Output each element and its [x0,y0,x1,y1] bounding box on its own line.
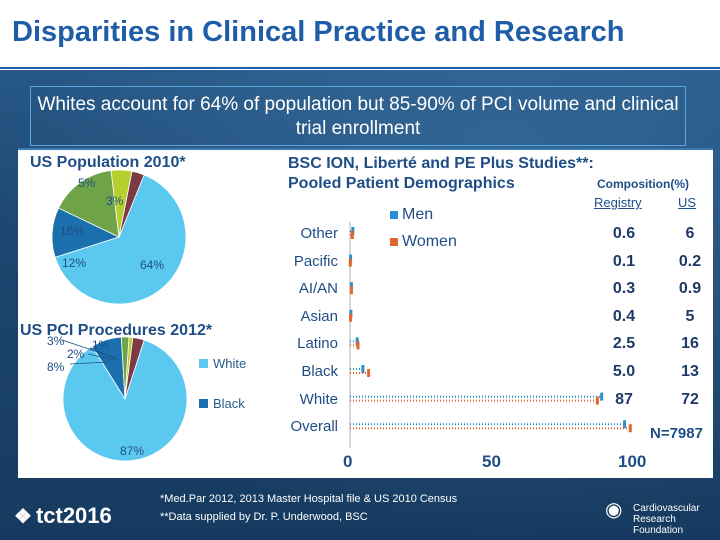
legend-women-swatch [390,237,398,246]
pie2-label-3: 3% [47,334,65,348]
pie2-label-1: 1% [92,338,110,352]
subtitle-box: Whites account for 64% of population but… [30,86,686,146]
pie2-label-87: 87% [120,444,145,458]
bar-end-women-4 [356,341,360,350]
composition-us-6: 72 [681,390,699,408]
legend-women: Women [390,233,457,251]
composition-registry-4: 2.5 [612,335,636,353]
page-title: Disparities in Clinical Practice and Res… [12,16,625,48]
title-bar [0,0,720,70]
bar-end-women-3 [349,313,353,322]
category-label-other: Other [300,225,338,242]
composition-registry-6: 87 [615,390,633,408]
legend-men-label: Men [402,206,434,223]
legend-black-swatch [199,399,208,408]
pie2-leader-lines [61,339,119,365]
pie2-slice-other-3 [124,337,145,400]
composition-us-0: 6 [685,225,695,242]
bar-end-women-1 [348,258,352,267]
composition-col-us: US [678,195,697,210]
tct-logo-icon: ❖ [14,506,32,528]
title-rule [0,67,720,69]
composition-registry-2: 0.3 [612,280,636,298]
pie-population [51,169,187,305]
category-label-asian: Asian [300,307,338,325]
tct-logo-text: tct2016 [35,503,112,528]
pie1-label-16: 16% [60,224,85,238]
composition-registry-3: 0.4 [612,307,636,325]
pie1-label-64: 64% [140,258,165,272]
bar-end-women-2 [349,286,353,295]
composition-col-registry: Registry [594,195,642,210]
legend-white-label: White [213,356,247,371]
category-label-white: White [299,390,338,408]
pie1-label-12: 12% [62,256,87,270]
pie1-slice-other [58,170,120,238]
pie2-slice-white [62,339,188,462]
pie1-slice-white [54,174,187,305]
bar-end-women-6 [595,396,599,405]
legend-men: Men [390,206,433,224]
category-label-overall: Overall [290,418,338,436]
x-tick-100: 100 [618,452,647,471]
bar-end-women-0 [350,231,354,239]
pie2-label-8: 8% [47,360,65,374]
bar-chart-title-line1: BSC ION, Liberté and PE Plus Studies**: [288,155,594,172]
category-label-aian: AI/AN [298,280,338,298]
composition-registry-0: 0.6 [612,225,636,242]
pie2-label-2: 2% [67,347,85,361]
legend-white: White [199,356,246,371]
pie-population-title: US Population 2010* [30,154,186,171]
composition-us-3: 5 [685,307,695,325]
composition-us-2: 0.9 [678,280,702,298]
bar-end-women-7 [628,424,632,433]
legend-men-swatch [390,210,398,219]
pie1-slice-other-3 [118,170,145,238]
bar-chart-title-line2: Pooled Patient Demographics [288,175,515,192]
tct-logo: ❖ tct2016 [14,503,112,529]
category-label-latino: Latino [297,335,338,353]
bar-end-women-5 [367,369,371,377]
legend-women-label: Women [402,233,457,250]
bar-end-men-5 [361,365,365,373]
category-label-pacific: Pacific [293,252,338,270]
x-tick-50: 50 [482,452,501,471]
legend-white-swatch [199,359,208,368]
pie1-label-3: 3% [106,194,124,208]
composition-us-1: 0.2 [678,252,702,270]
pie-pci-title: US PCI Procedures 2012* [20,322,213,339]
x-tick-0: 0 [343,452,353,471]
legend-black-label: Black [213,396,245,411]
bar-end-men-7 [623,420,627,429]
composition-heading: Composition(%) [597,177,689,191]
legend-black: Black [199,396,245,411]
crf-logo-icon: ◉ [605,499,623,521]
composition-registry-1: 0.1 [612,252,636,270]
bar-chart-title: BSC ION, Liberté and PE Plus Studies**: … [288,154,594,194]
composition-us-5: 13 [681,363,699,380]
footnote-2: **Data supplied by Dr. P. Underwood, BSC [160,511,368,523]
composition-us-4: 16 [681,335,699,353]
crf-logo-text: Cardiovascular Research Foundation [633,503,700,536]
bar-end-men-6 [600,392,604,401]
pie1-label-5: 5% [78,176,96,190]
sample-size-label: N=7987 [650,425,703,442]
category-label-black: Black [301,363,338,380]
composition-registry-5: 5.0 [612,363,636,380]
pie-pci [62,336,188,462]
footnote-1: *Med.Par 2012, 2013 Master Hospital file… [160,493,458,505]
